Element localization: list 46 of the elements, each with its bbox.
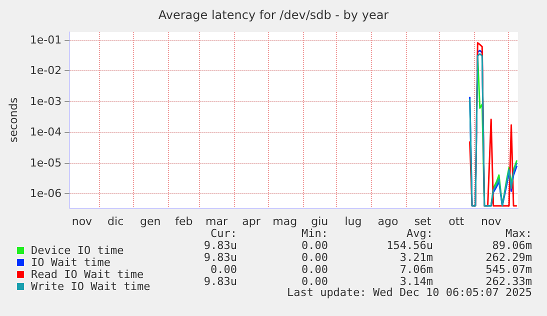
- y-tick-label: 1e-06: [30, 187, 62, 200]
- text: 0.00: [302, 275, 328, 288]
- text: Min:: [302, 227, 328, 240]
- chart-title: Average latency for /dev/sdb - by year: [158, 8, 389, 22]
- text: Cur:: [210, 227, 237, 240]
- x-tick-label: apr: [242, 215, 261, 228]
- text: 89.06m: [492, 239, 532, 252]
- x-tick-label: nov: [480, 215, 502, 228]
- text: 262.29m: [486, 251, 532, 264]
- text: 154.56u: [386, 239, 433, 252]
- x-tick-label: set: [414, 215, 432, 228]
- x-tick-label: mar: [205, 215, 228, 228]
- text: 262.33m: [486, 275, 532, 288]
- text: Last update: Wed Dec 10 06:05:07 2025: [286, 286, 532, 299]
- legend-label: Write IO Wait time: [31, 280, 150, 293]
- legend-label: IO Wait time: [31, 256, 110, 269]
- text: 3.21m: [400, 251, 433, 264]
- text: Avg:: [406, 227, 433, 240]
- x-tick-label: dic: [108, 215, 124, 228]
- text: 9.83u: [204, 239, 237, 252]
- legend-label: Device IO time: [31, 244, 124, 257]
- text: 0.00: [210, 263, 237, 276]
- text: 0.00: [302, 263, 328, 276]
- x-tick-label: ott: [448, 215, 465, 228]
- text: 7.06m: [400, 263, 433, 276]
- text: 3.14m: [400, 275, 433, 288]
- x-tick-label: nov: [72, 215, 93, 228]
- x-tick-label: ago: [378, 215, 398, 228]
- legend-label: Read IO Wait time: [31, 268, 144, 281]
- x-tick-label: mag: [272, 215, 298, 228]
- text: Max:: [506, 227, 532, 240]
- text: 0.00: [302, 251, 328, 264]
- y-tick-label: 1e-02: [30, 64, 62, 78]
- text: 9.83u: [204, 251, 237, 264]
- y-tick-label: 1e-03: [30, 94, 62, 108]
- x-tick-label: lug: [344, 215, 362, 228]
- x-tick-label: feb: [175, 215, 193, 228]
- y-tick-label: 1e-04: [30, 126, 62, 139]
- text: 0.00: [302, 239, 328, 252]
- x-tick-label: giu: [311, 215, 328, 228]
- x-tick-label: gen: [140, 215, 161, 228]
- y-tick-label: 1e-05: [30, 156, 62, 170]
- y-axis-title: seconds: [7, 97, 20, 142]
- text: 9.83u: [204, 275, 237, 288]
- y-tick-label: 1e-01: [30, 33, 62, 46]
- text: 545.07m: [486, 263, 532, 276]
